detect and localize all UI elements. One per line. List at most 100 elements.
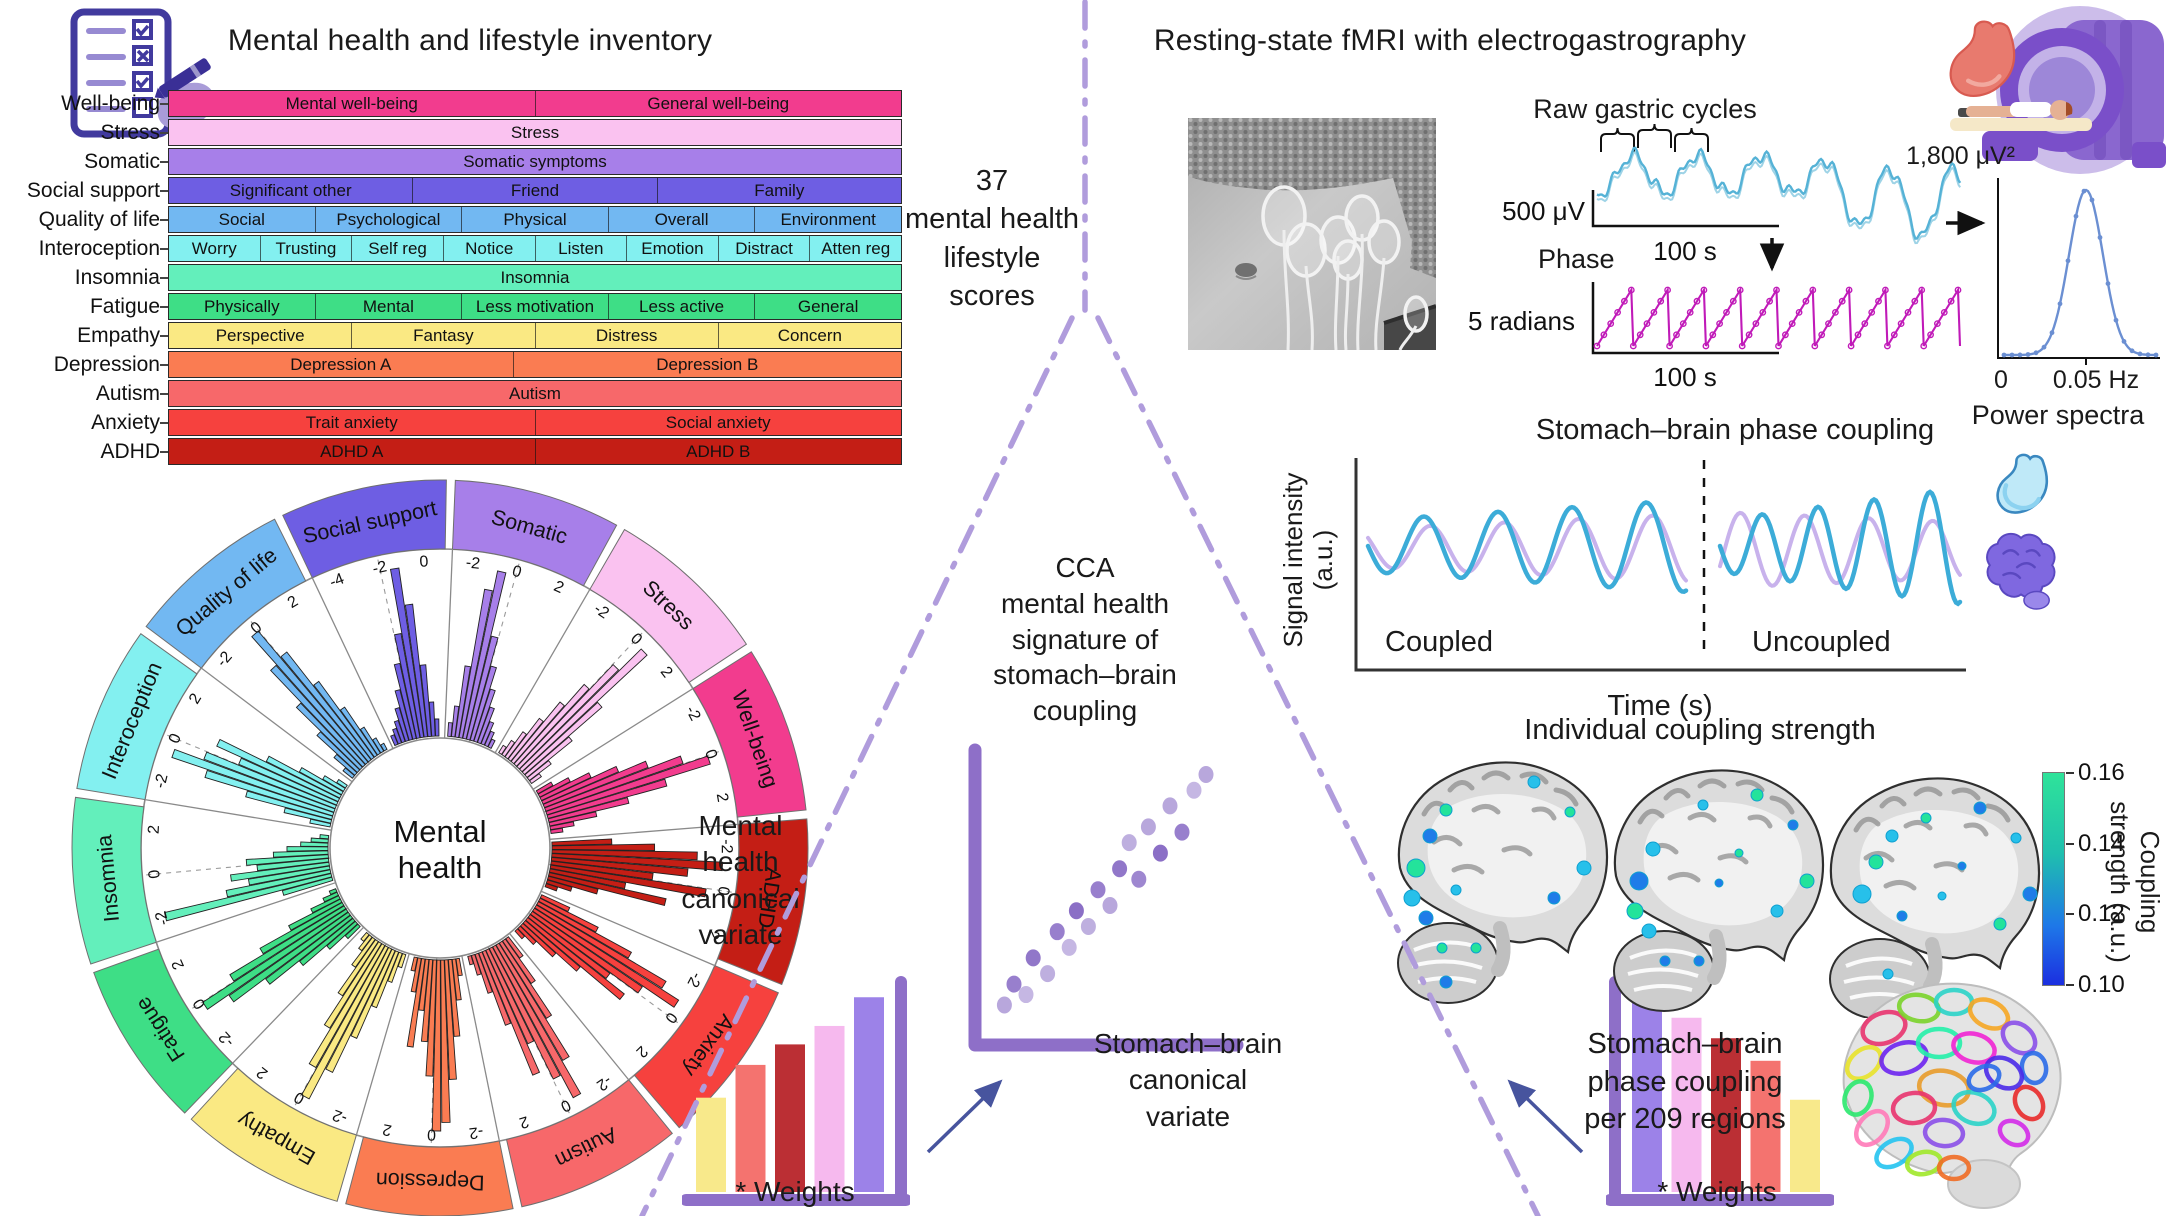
- inventory-row: Well-being Mental well-being General well-…: [10, 90, 902, 117]
- brain-slice: [1397, 761, 1609, 1004]
- inventory-table: Well-being Mental well-being General well-…: [10, 90, 902, 465]
- colorbar-tick-label: 0.16: [2078, 759, 2125, 786]
- raw-gastric-signal-plot: [1591, 123, 1962, 245]
- raw-gastric-title: Raw gastric cycles: [1533, 94, 1757, 124]
- stomach-brain-weights-chart: [1606, 976, 1834, 1206]
- inventory-row-label: ADHD: [100, 439, 160, 463]
- inventory-row-band: Depression A Depression B: [168, 351, 902, 378]
- inventory-row-band: Worry Trusting Self reg Notice Listen Emotion…: [168, 235, 902, 262]
- inventory-title: Mental health and lifestyle inventory: [227, 24, 713, 57]
- wheel-tick-label: 2: [146, 824, 164, 834]
- wheel-center-label: Mental health: [393, 814, 486, 885]
- egg-electrodes-photo: [1188, 118, 1436, 350]
- wheel-tick-label: 2: [713, 792, 731, 804]
- inventory-row: Quality of life Social Psychological Physic…: [10, 206, 902, 233]
- inventory-row-label: Fatigue: [89, 294, 160, 318]
- mental-health-variate-label: Mental health canonical variate: [681, 810, 800, 951]
- raw-y-label: 500 μV: [1502, 196, 1585, 226]
- inventory-cell: Physically: [204, 296, 280, 316]
- inventory-cell: Emotion: [626, 236, 718, 261]
- phase-y-label: 5 radians: [1468, 306, 1575, 336]
- inventory-cell: General: [754, 294, 901, 319]
- mri-scanner-icon: [1950, 6, 2166, 174]
- inventory-row-label: Depression: [53, 352, 160, 376]
- inventory-cell: Listen: [534, 236, 627, 261]
- wheel-tick-label: -2: [683, 969, 705, 990]
- colorbar-tick-label: 0.12: [2078, 900, 2125, 928]
- time-axis-label: Time (s): [1607, 690, 1713, 722]
- inventory-cell: Less active: [607, 294, 755, 319]
- inventory-row-band: Insomnia: [168, 264, 902, 291]
- inventory-cell: Stress: [510, 122, 560, 142]
- inventory-row: Stress Stress: [10, 119, 902, 146]
- mental-health-weights-chart: [682, 976, 910, 1206]
- wheel-segment-label: Depression: [375, 1168, 484, 1195]
- coupled-label: Coupled: [1385, 626, 1494, 658]
- inventory-row-label: Social support: [26, 178, 160, 202]
- inventory-row: ADHD ADHD A ADHD B: [10, 438, 902, 465]
- inventory-cell: Mental well-being: [285, 93, 418, 113]
- inventory-cell: Overall: [607, 207, 755, 232]
- coupling-colorbar: [2042, 772, 2065, 986]
- inventory-row-label: Autism: [95, 381, 160, 405]
- inventory-row-band: ADHD A ADHD B: [168, 438, 902, 465]
- patient-figure: [1958, 100, 2073, 120]
- inventory-cell: Self reg: [351, 236, 443, 261]
- inventory-row: Somatic Somatic symptoms: [10, 148, 902, 175]
- inventory-row-label: Stress: [100, 120, 160, 144]
- stomach-icon: [1996, 453, 2049, 514]
- inventory-row-band: Stress: [168, 119, 902, 146]
- inventory-cell: Autism: [509, 383, 561, 403]
- wheel-tick-label: -2: [152, 772, 172, 790]
- inventory-cell: Fantasy: [351, 323, 534, 348]
- raw-x-label: 100 s: [1653, 236, 1717, 266]
- wheel-tick-label: -4: [327, 570, 346, 591]
- inventory-row-label: Empathy: [77, 323, 160, 347]
- score-count-note: 37 mental health lifestyle scores: [904, 165, 1080, 312]
- brain-icon: [1986, 532, 2056, 610]
- inventory-row-label: Interoception: [38, 236, 160, 260]
- cca-note: CCA mental health signature of stomach–b…: [993, 552, 1177, 727]
- inventory-cell: Family: [656, 178, 901, 203]
- inventory-row: Interoception Worry Trusting Self reg Notice…: [10, 235, 902, 262]
- inventory-row-label: Somatic: [84, 149, 160, 173]
- wheel-tick-label: -2: [465, 554, 481, 573]
- inventory-cell: Notice: [442, 236, 535, 261]
- inventory-cell: Atten reg: [809, 236, 901, 261]
- wheel-tick-label: -2: [468, 1123, 484, 1142]
- inventory-cell: Mental: [314, 294, 462, 319]
- stomach-brain-coupling-plot: [1354, 458, 1966, 672]
- inventory-cell: Social: [218, 209, 265, 229]
- brain-slice: [1613, 769, 1825, 1012]
- inventory-row-band: Significant other Friend Family: [168, 177, 902, 204]
- inventory-cell: Distress: [534, 323, 718, 348]
- inventory-row: Autism Autism: [10, 380, 902, 407]
- inventory-row-band: Somatic symptoms: [168, 148, 902, 175]
- coupling-title: Stomach–brain phase coupling: [1535, 414, 1935, 446]
- inventory-row-band: Physically Mental Less motivation Less acti…: [168, 293, 902, 320]
- wheel-tick-label: 0: [427, 1126, 436, 1143]
- inventory-cell: ADHD B: [534, 439, 902, 464]
- wheel-tick-label: 0: [714, 885, 732, 896]
- uncoupled-label: Uncoupled: [1752, 626, 1891, 658]
- inventory-row: Depression Depression A Depression B: [10, 351, 902, 378]
- inventory-cell: Trait anxiety: [305, 412, 398, 432]
- brain-slices-coupling-maps: [1397, 761, 2041, 1018]
- inventory-row-band: Perspective Fantasy Distress Concern: [168, 322, 902, 349]
- wheel-tick-label: 2: [381, 1120, 393, 1138]
- inventory-cell: Concern: [717, 323, 901, 348]
- cca-scatter-plot: [968, 743, 1244, 1052]
- wheel-tick-label: -2: [718, 839, 735, 853]
- phase-title: Phase: [1538, 244, 1615, 274]
- inventory-row-label: Well-being: [61, 91, 160, 115]
- brain-slice: [1829, 777, 2041, 1018]
- regions-note: Stomach–brain phase coupling per 209 reg…: [1584, 1028, 1786, 1136]
- inventory-row: Fatigue Physically Mental Less motivation Le…: [10, 293, 902, 320]
- weights-right-label: * Weights: [1657, 1176, 1777, 1207]
- inventory-cell: Worry: [191, 238, 237, 258]
- inventory-cell: Depression A: [290, 354, 392, 374]
- inventory-cell: Perspective: [215, 325, 305, 345]
- wheel-tick-label: -2: [371, 558, 389, 578]
